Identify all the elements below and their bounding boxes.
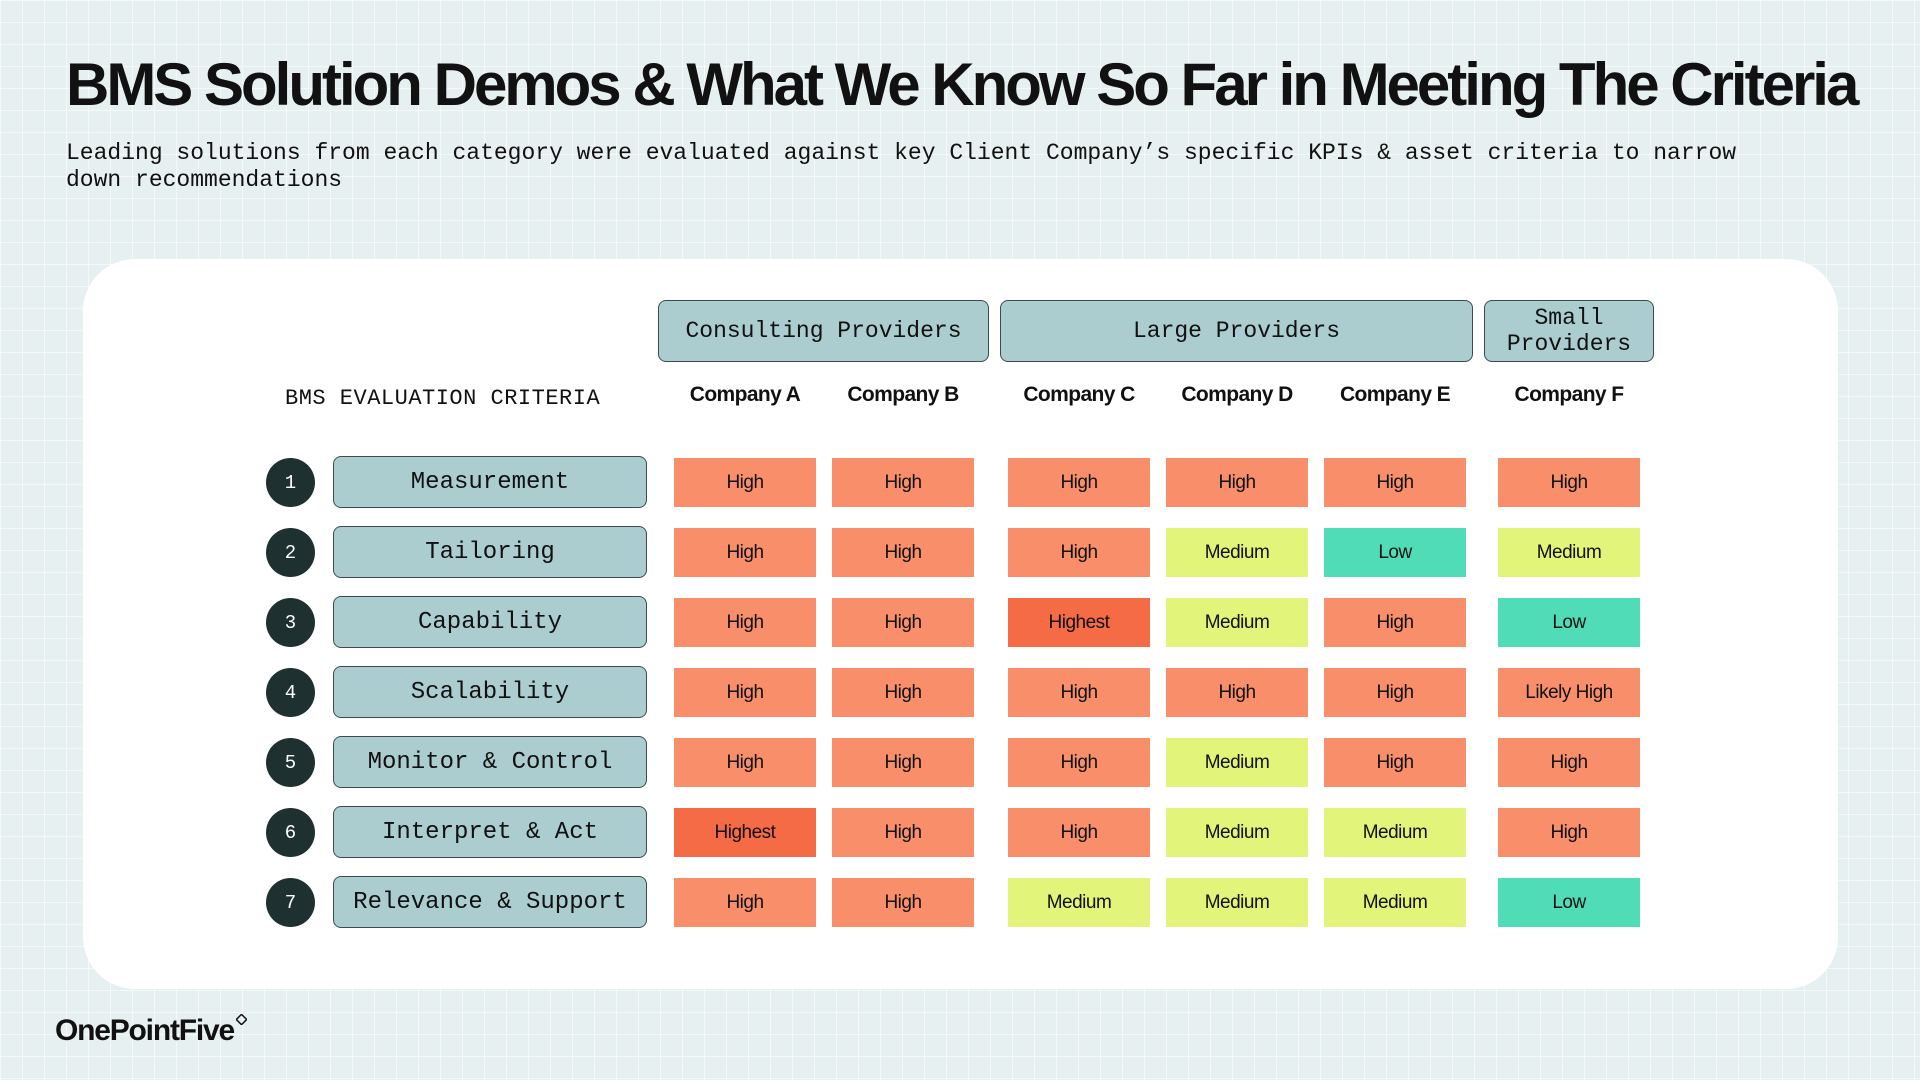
criteria-label: Tailoring	[333, 526, 647, 578]
rating-cell: High	[1498, 458, 1640, 507]
criteria-number: 1	[266, 458, 315, 507]
criteria-number: 5	[266, 738, 315, 787]
rating-cell: High	[1498, 808, 1640, 857]
onepointfive-logo: OnePointFive	[55, 1014, 247, 1048]
rating-cell: Medium	[1166, 878, 1308, 927]
rating-cell: Medium	[1498, 528, 1640, 577]
page-subtitle: Leading solutions from each category wer…	[66, 140, 1737, 193]
criteria-number: 7	[266, 878, 315, 927]
rating-cell: Medium	[1324, 878, 1466, 927]
group-header-large: Large Providers	[1000, 300, 1473, 362]
criteria-number: 4	[266, 668, 315, 717]
rating-cell: High	[832, 808, 974, 857]
rating-cell: Low	[1324, 528, 1466, 577]
rating-cell: Medium	[1324, 808, 1466, 857]
rating-cell: Medium	[1166, 808, 1308, 857]
rating-cell: Medium	[1166, 738, 1308, 787]
criteria-heading: BMS EVALUATION CRITERIA	[285, 386, 601, 411]
rating-cell: High	[832, 738, 974, 787]
company-header: Company C	[1023, 383, 1135, 406]
rating-cell: High	[832, 528, 974, 577]
criteria-number: 6	[266, 808, 315, 857]
group-header-small: Small Providers	[1484, 300, 1654, 362]
rating-cell: Low	[1498, 598, 1640, 647]
rating-cell: High	[1008, 458, 1150, 507]
criteria-label: Relevance & Support	[333, 876, 647, 928]
criteria-label: Capability	[333, 596, 647, 648]
company-header: Company F	[1514, 383, 1625, 406]
rating-cell: High	[674, 668, 816, 717]
page-title: BMS Solution Demos & What We Know So Far…	[66, 51, 1859, 118]
group-header-consulting: Consulting Providers	[658, 300, 989, 362]
rating-cell: High	[1008, 668, 1150, 717]
rating-cell: Low	[1498, 878, 1640, 927]
rating-cell: Highest	[1008, 598, 1150, 647]
rating-cell: High	[1166, 458, 1308, 507]
rating-cell: High	[832, 878, 974, 927]
rating-cell: High	[1166, 668, 1308, 717]
rating-cell: High	[674, 458, 816, 507]
logo-mark-icon	[235, 1014, 247, 1025]
rating-cell: High	[1324, 598, 1466, 647]
rating-cell: High	[1498, 738, 1640, 787]
company-header: Company D	[1181, 383, 1293, 406]
rating-cell: High	[1008, 738, 1150, 787]
company-header: Company A	[689, 383, 801, 406]
criteria-label: Measurement	[333, 456, 647, 508]
rating-cell: High	[832, 668, 974, 717]
rating-cell: High	[832, 458, 974, 507]
rating-cell: Highest	[674, 808, 816, 857]
logo-text: OnePointFive	[55, 1014, 235, 1047]
rating-cell: High	[1324, 738, 1466, 787]
criteria-label: Interpret & Act	[333, 806, 647, 858]
rating-cell: High	[674, 598, 816, 647]
rating-cell: Medium	[1166, 528, 1308, 577]
criteria-number: 2	[266, 528, 315, 577]
rating-cell: Likely High	[1498, 668, 1640, 717]
rating-cell: Medium	[1166, 598, 1308, 647]
criteria-label: Scalability	[333, 666, 647, 718]
rating-cell: High	[674, 738, 816, 787]
criteria-label: Monitor & Control	[333, 736, 647, 788]
rating-cell: High	[1324, 458, 1466, 507]
criteria-number: 3	[266, 598, 315, 647]
rating-cell: Medium	[1008, 878, 1150, 927]
company-header: Company E	[1339, 383, 1451, 406]
rating-cell: High	[832, 598, 974, 647]
rating-cell: High	[1324, 668, 1466, 717]
rating-cell: High	[674, 528, 816, 577]
company-header: Company B	[847, 383, 959, 406]
rating-cell: High	[1008, 808, 1150, 857]
rating-cell: High	[1008, 528, 1150, 577]
rating-cell: High	[674, 878, 816, 927]
